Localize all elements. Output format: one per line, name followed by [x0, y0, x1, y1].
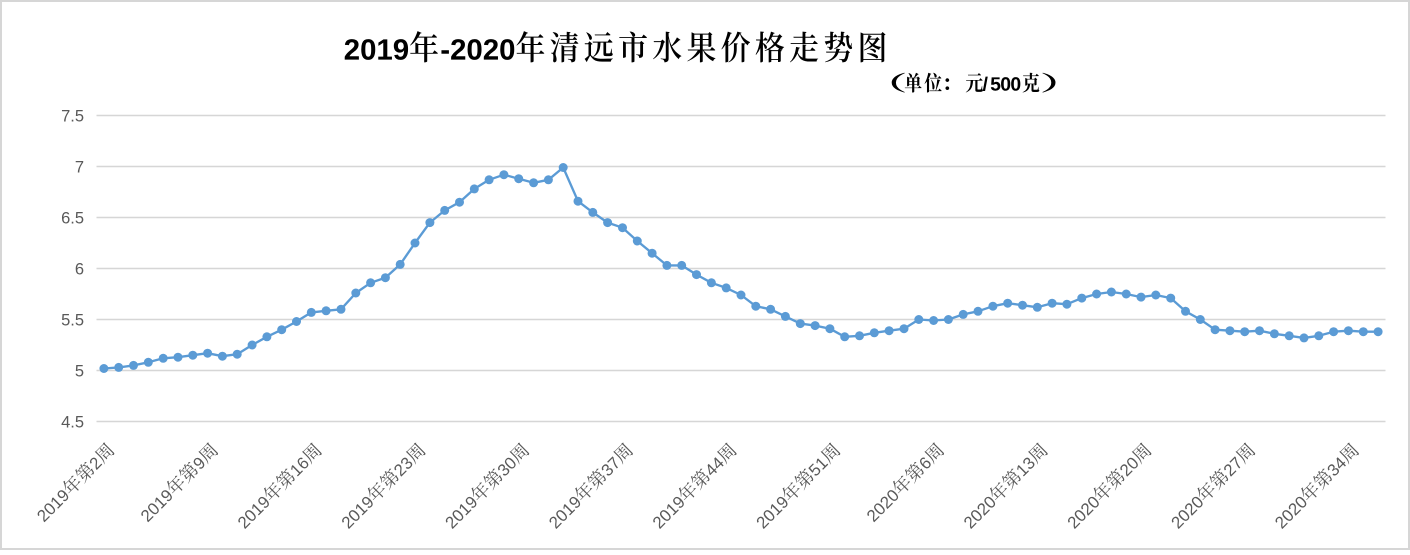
svg-text:5: 5 [75, 363, 84, 381]
svg-text:6: 6 [75, 261, 84, 279]
svg-text:6.5: 6.5 [61, 210, 84, 228]
svg-text:7: 7 [75, 159, 84, 177]
svg-text:7.5: 7.5 [61, 108, 84, 126]
svg-text:4.5: 4.5 [61, 414, 84, 432]
svg-text:5.5: 5.5 [61, 312, 84, 330]
